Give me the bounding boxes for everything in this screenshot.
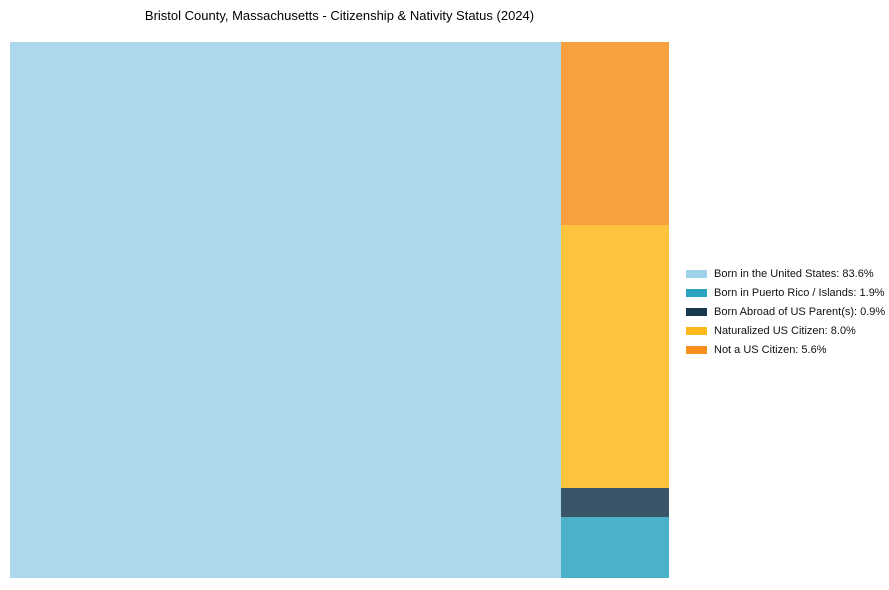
legend-label: Born in Puerto Rico / Islands: 1.9%: [714, 286, 885, 299]
legend-item: Born in the United States: 83.6%: [686, 264, 885, 283]
treemap: [10, 42, 669, 578]
legend-label: Born in the United States: 83.6%: [714, 267, 874, 280]
legend-swatch-born-us: [686, 269, 707, 278]
legend-swatch-puerto-rico: [686, 288, 707, 297]
chart-title: Bristol County, Massachusetts - Citizens…: [144, 8, 535, 23]
legend-swatch-naturalized: [686, 326, 707, 335]
treemap-rect-naturalized: [561, 225, 669, 488]
legend-label: Born Abroad of US Parent(s): 0.9%: [714, 305, 886, 318]
legend-item: Born in Puerto Rico / Islands: 1.9%: [686, 283, 885, 302]
legend-swatch-born-abroad: [686, 307, 707, 316]
treemap-rect-puerto-rico: [561, 517, 669, 578]
legend-item: Born Abroad of US Parent(s): 0.9%: [686, 302, 885, 321]
treemap-rect-born-us: [10, 42, 561, 578]
treemap-rect-not-citizen: [561, 42, 669, 225]
legend-item: Not a US Citizen: 5.6%: [686, 340, 885, 359]
legend-swatch-not-citizen: [686, 345, 707, 354]
treemap-rect-born-abroad: [561, 488, 669, 517]
treemap-right-column: [561, 42, 669, 578]
legend-label: Not a US Citizen: 5.6%: [714, 343, 827, 356]
legend-item: Naturalized US Citizen: 8.0%: [686, 321, 885, 340]
legend-label: Naturalized US Citizen: 8.0%: [714, 324, 856, 337]
legend: Born in the United States: 83.6% Born in…: [686, 264, 885, 359]
